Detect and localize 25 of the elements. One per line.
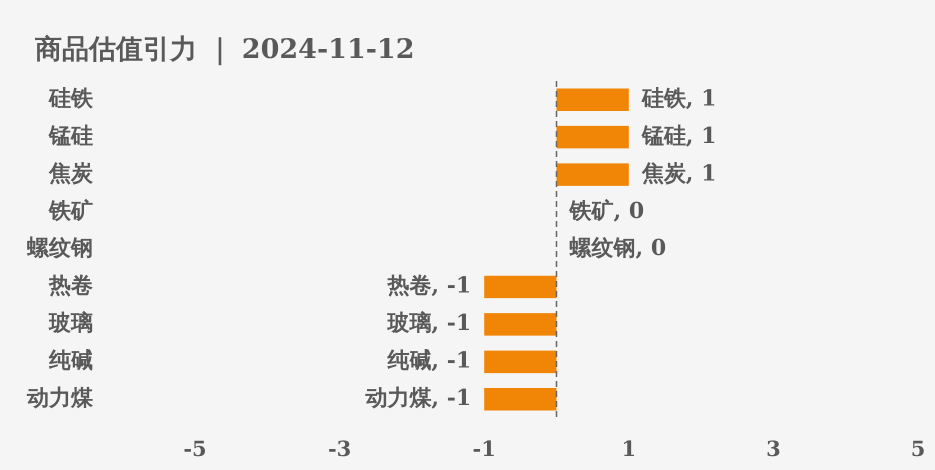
x-tick-label: -1 — [472, 436, 496, 462]
y-tick-label: 焦炭 — [48, 160, 94, 186]
data-label: 螺纹钢, 0 — [568, 235, 666, 262]
y-tick-label: 螺纹钢 — [26, 235, 93, 262]
y-tick-label: 热卷 — [48, 272, 93, 299]
x-tick-label: 3 — [766, 436, 781, 462]
data-label: 铁矿, 0 — [568, 198, 644, 224]
data-label: 硅铁, 1 — [640, 85, 716, 112]
data-label: 纯碱, -1 — [386, 348, 472, 374]
y-tick-label: 硅铁 — [48, 85, 94, 112]
y-tick-label: 锰硅 — [48, 122, 93, 149]
x-tick-label: 1 — [621, 436, 636, 462]
data-label: 玻璃, -1 — [386, 310, 472, 336]
x-tick-label: -3 — [328, 436, 352, 462]
data-label: 热卷, -1 — [386, 272, 472, 299]
data-label: 锰硅, 1 — [640, 122, 716, 149]
data-label: 焦炭, 1 — [640, 160, 716, 186]
x-tick-label: -5 — [183, 436, 207, 462]
y-tick-label: 玻璃 — [48, 310, 93, 336]
x-tick-label: 5 — [910, 436, 926, 462]
data-label: 动力煤, -1 — [364, 384, 472, 411]
y-tick-label: 动力煤 — [26, 384, 94, 411]
y-tick-label: 铁矿 — [48, 198, 93, 224]
chart-title: 商品估值引力 ｜ 2024-11-12 — [35, 34, 415, 66]
y-tick-label: 纯碱 — [48, 348, 93, 374]
